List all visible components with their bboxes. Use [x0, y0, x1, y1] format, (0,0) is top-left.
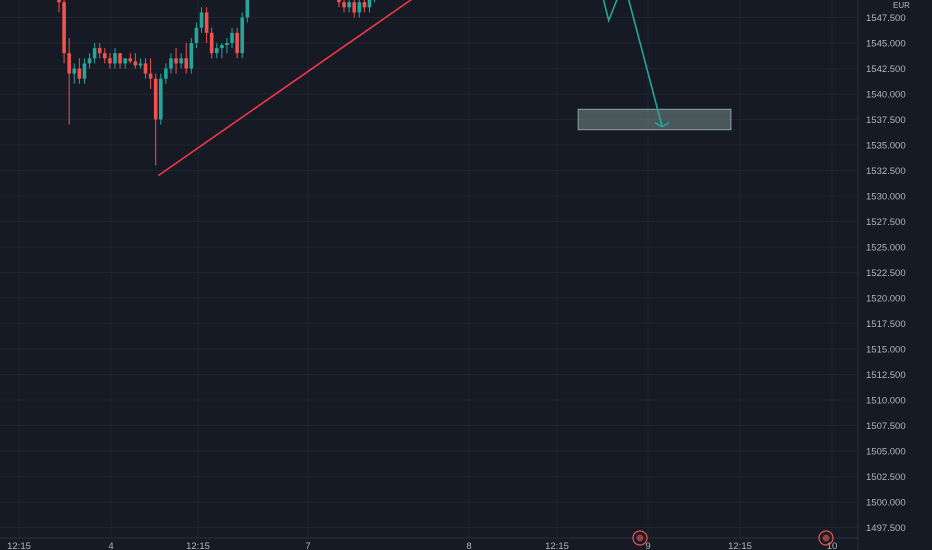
price-axis-label: 1512.500	[866, 370, 906, 381]
grid-lines	[0, 0, 858, 538]
candle-body	[143, 63, 148, 74]
price-axis-label: 1520.000	[866, 294, 906, 305]
price-axis-label: 1517.500	[866, 319, 906, 330]
price-axis-label: 1530.000	[866, 192, 906, 203]
price-axis-label: 1522.500	[866, 268, 906, 279]
candle-body	[164, 68, 168, 79]
event-dot	[636, 534, 644, 542]
price-axis-label: 1532.500	[866, 166, 906, 177]
price-axis-label: 1510.000	[866, 396, 906, 407]
candle-body	[82, 63, 87, 79]
candle-body	[194, 27, 199, 43]
candle-body	[235, 32, 239, 54]
time-axis-label: 8	[466, 541, 471, 550]
price-axis-label: 1527.500	[866, 217, 906, 228]
time-axis-label: 9	[645, 541, 650, 550]
time-axis-label: 12:15	[545, 541, 569, 550]
projection-path	[602, 0, 663, 127]
price-axis-label: 1500.000	[866, 498, 906, 509]
candle-body	[199, 12, 204, 28]
time-axis[interactable]: 12:15 4 12:15 7 8 12:15 9 12:15 10	[7, 541, 837, 550]
event-ring	[632, 530, 648, 546]
candle-body	[128, 58, 133, 62]
candle-body	[189, 43, 194, 69]
candle-body	[240, 17, 245, 54]
projection-arrowhead	[654, 121, 670, 128]
price-axis-label: 1505.000	[866, 447, 906, 458]
candle-body	[92, 48, 97, 59]
trendline	[157, 0, 413, 177]
price-axis-background	[858, 0, 932, 550]
price-axis-label: 1547.500	[866, 13, 906, 24]
candle-body	[342, 2, 346, 8]
candle-body	[230, 32, 234, 43]
candlestick-series	[57, 0, 376, 166]
candle-body	[97, 48, 102, 54]
price-axis-label: 1525.000	[866, 243, 906, 254]
candle-body	[209, 32, 214, 54]
candle-body	[138, 63, 143, 66]
time-axis-label: 7	[305, 541, 310, 550]
candle-body	[77, 68, 82, 79]
candle-body	[87, 58, 92, 64]
time-axis-label: 12:15	[7, 541, 31, 550]
price-axis[interactable]: 1600.0001597.5001595.0001592.5001590.000…	[866, 0, 906, 534]
candle-body	[103, 53, 107, 59]
economic-event-icon	[818, 530, 834, 546]
price-axis-label: 1545.000	[866, 39, 906, 50]
candle-body	[362, 2, 367, 8]
candle-body	[352, 2, 357, 13]
drawings-layer	[157, 0, 732, 177]
candle-body	[72, 68, 77, 74]
candle-body	[123, 58, 127, 64]
candle-body	[179, 58, 183, 64]
time-axis-label: 10	[827, 541, 838, 550]
candle-body	[220, 45, 224, 49]
candle-body	[337, 0, 341, 3]
event-ring	[818, 530, 834, 546]
candle-body	[158, 78, 163, 120]
candle-body	[118, 53, 122, 64]
candle-body	[62, 2, 66, 54]
candle-body	[347, 2, 351, 8]
candle-body	[357, 2, 362, 13]
candle-body	[153, 78, 158, 120]
price-axis-label: 1535.000	[866, 141, 906, 152]
event-dot	[822, 534, 830, 542]
economic-event-icon	[632, 530, 648, 546]
candle-body	[204, 12, 209, 33]
candle-body	[67, 53, 71, 74]
price-axis-label: 1537.500	[866, 115, 906, 126]
price-axis-label: 1540.000	[866, 90, 906, 101]
time-axis-label: 12:15	[186, 541, 210, 550]
price-axis-label: 1502.500	[866, 472, 906, 483]
time-axis-label: 12:15	[728, 541, 752, 550]
candle-body	[113, 53, 117, 64]
candle-body	[245, 0, 250, 18]
time-axis-label: 4	[108, 541, 113, 550]
price-axis-label: 1542.500	[866, 64, 906, 75]
candle-body	[174, 58, 178, 64]
candle-body	[133, 61, 138, 66]
event-markers[interactable]	[632, 530, 834, 546]
price-axis-label: 1515.000	[866, 345, 906, 356]
candle-body	[148, 73, 153, 79]
price-axis-label: 1497.500	[866, 523, 906, 534]
candle-body	[214, 48, 219, 54]
price-axis-label: 1507.500	[866, 421, 906, 432]
candle-body	[367, 0, 372, 8]
currency-label: EUR	[893, 1, 910, 10]
candle-body	[184, 58, 189, 69]
candle-body	[225, 43, 229, 46]
target-zone	[577, 108, 732, 131]
candle-body	[169, 58, 173, 69]
candle-body	[108, 58, 112, 64]
candle-body	[57, 0, 61, 3]
